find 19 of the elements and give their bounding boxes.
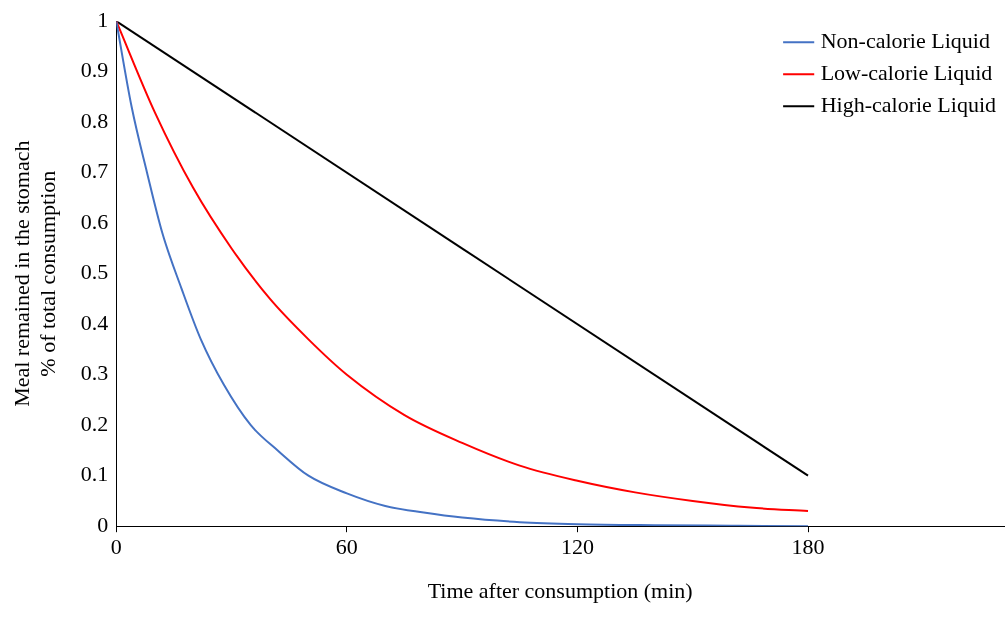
y-tick-label: 1 bbox=[97, 6, 109, 32]
y-tick-label: 0.3 bbox=[80, 360, 109, 386]
y-tick-label: 0.4 bbox=[80, 309, 109, 335]
y-tick-label: 0.6 bbox=[80, 208, 109, 234]
x-axis-title: Time after consumption (min) bbox=[427, 577, 693, 603]
y-tick-label: 0.7 bbox=[80, 158, 109, 184]
y-tick-label: 0.9 bbox=[80, 57, 109, 83]
legend-label: Low-calorie Liquid bbox=[820, 59, 993, 85]
y-tick-label: 0.8 bbox=[80, 107, 109, 133]
y-tick-label: 0.2 bbox=[80, 410, 109, 436]
y-axis-title: Meal remained in the stomach % of total consumption bbox=[8, 140, 61, 407]
y-tick-label: 0.1 bbox=[80, 461, 109, 487]
legend-label: Non-calorie Liquid bbox=[820, 27, 990, 53]
y-tick-label: 0.5 bbox=[80, 259, 109, 285]
x-tick-label: 120 bbox=[560, 534, 594, 560]
y-tick-label: 0 bbox=[97, 511, 109, 537]
x-tick-label: 60 bbox=[335, 534, 358, 560]
legend-label: High-calorie Liquid bbox=[820, 91, 997, 117]
x-tick-label: 180 bbox=[791, 534, 825, 560]
